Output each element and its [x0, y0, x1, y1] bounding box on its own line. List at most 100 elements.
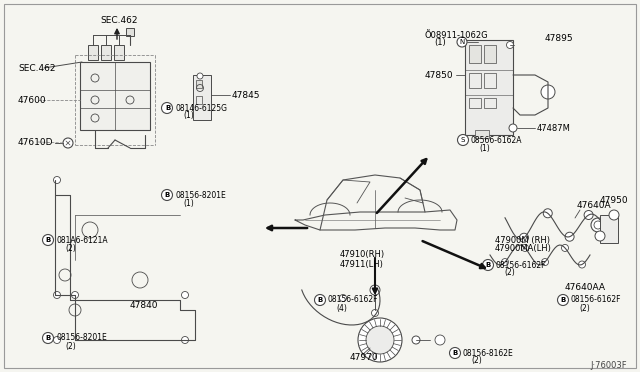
Text: 08156-6162F: 08156-6162F: [496, 260, 547, 269]
Text: B: B: [45, 237, 51, 243]
Text: (2): (2): [579, 304, 589, 312]
Text: 47840: 47840: [130, 301, 159, 310]
Text: 08156-8162E: 08156-8162E: [463, 349, 514, 357]
Circle shape: [54, 292, 61, 298]
Text: 08156-8201E: 08156-8201E: [56, 334, 107, 343]
Bar: [484, 45, 496, 63]
Text: N: N: [460, 39, 465, 45]
Circle shape: [370, 285, 380, 295]
Circle shape: [161, 189, 173, 201]
Text: (2): (2): [65, 341, 76, 350]
Bar: [475, 130, 489, 138]
Text: J·76003F: J·76003F: [590, 360, 627, 369]
Circle shape: [594, 221, 602, 229]
Circle shape: [54, 337, 61, 343]
Text: 47640A: 47640A: [577, 201, 612, 209]
Text: 08156-6162F: 08156-6162F: [328, 295, 378, 305]
Text: 47895: 47895: [545, 33, 573, 42]
Text: SEC.462: SEC.462: [18, 64, 56, 73]
Circle shape: [595, 231, 605, 241]
Circle shape: [584, 211, 593, 219]
Text: B: B: [485, 262, 491, 268]
Text: (4): (4): [336, 304, 347, 312]
Circle shape: [458, 135, 468, 145]
Circle shape: [565, 232, 574, 241]
Circle shape: [541, 85, 555, 99]
Circle shape: [509, 124, 517, 132]
Text: (2): (2): [65, 244, 76, 253]
Circle shape: [314, 295, 326, 305]
Circle shape: [339, 295, 346, 301]
Text: 47950: 47950: [600, 196, 628, 205]
Text: 08566-6162A: 08566-6162A: [471, 135, 522, 144]
Circle shape: [412, 336, 420, 344]
Bar: [469, 73, 481, 88]
Circle shape: [579, 261, 586, 268]
Text: (1): (1): [183, 110, 194, 119]
Bar: [465, 40, 513, 135]
Circle shape: [358, 318, 402, 362]
Circle shape: [502, 259, 509, 266]
Circle shape: [54, 176, 61, 183]
Circle shape: [42, 333, 54, 343]
Circle shape: [371, 310, 378, 317]
Bar: [469, 45, 481, 63]
Circle shape: [366, 326, 394, 354]
Text: B: B: [164, 192, 170, 198]
Circle shape: [72, 292, 79, 298]
Circle shape: [42, 234, 54, 246]
Text: (2): (2): [471, 356, 482, 366]
Text: 47850: 47850: [425, 71, 454, 80]
Text: S: S: [461, 137, 465, 143]
Circle shape: [449, 347, 461, 359]
Text: B: B: [317, 297, 323, 303]
Circle shape: [63, 138, 73, 148]
Bar: [469, 98, 481, 108]
Text: (2): (2): [504, 269, 515, 278]
Text: (1): (1): [183, 199, 194, 208]
Circle shape: [506, 42, 513, 48]
Text: 47487M: 47487M: [537, 124, 571, 132]
Text: B: B: [45, 335, 51, 341]
Bar: [88, 45, 98, 60]
Bar: [80, 62, 150, 130]
Text: 47900M (RH): 47900M (RH): [495, 235, 550, 244]
Circle shape: [161, 103, 173, 113]
Text: B: B: [561, 297, 566, 303]
Text: 47910(RH): 47910(RH): [340, 250, 385, 260]
Circle shape: [557, 295, 568, 305]
Text: 47610D: 47610D: [18, 138, 54, 147]
Text: 47900MA(LH): 47900MA(LH): [495, 244, 552, 253]
Circle shape: [591, 218, 605, 232]
Circle shape: [182, 337, 189, 343]
Text: 08156-6162F: 08156-6162F: [571, 295, 621, 305]
Bar: [114, 45, 124, 60]
Text: B: B: [452, 350, 458, 356]
Circle shape: [541, 259, 548, 266]
Bar: [484, 73, 496, 88]
Text: (1): (1): [434, 38, 445, 46]
Circle shape: [457, 37, 467, 47]
Bar: [101, 45, 111, 60]
Text: 47911(LH): 47911(LH): [340, 260, 384, 269]
Circle shape: [543, 209, 552, 218]
Text: B: B: [165, 105, 171, 111]
Circle shape: [561, 244, 568, 251]
Bar: [600, 215, 618, 243]
Text: 08156-8201E: 08156-8201E: [175, 190, 226, 199]
Bar: [484, 98, 496, 108]
Circle shape: [522, 244, 529, 251]
Text: 47845: 47845: [232, 90, 260, 99]
Bar: [196, 80, 202, 88]
Text: 08146-6125G: 08146-6125G: [175, 103, 227, 112]
Circle shape: [435, 335, 445, 345]
Circle shape: [609, 210, 619, 220]
Circle shape: [520, 233, 529, 242]
Text: 47640AA: 47640AA: [565, 283, 606, 292]
Text: 081A6-6121A: 081A6-6121A: [56, 235, 108, 244]
Circle shape: [182, 292, 189, 298]
Text: Õ08911-1062G: Õ08911-1062G: [425, 31, 488, 39]
Text: SEC.462: SEC.462: [100, 16, 138, 25]
Text: (1): (1): [479, 144, 490, 153]
Bar: [196, 96, 202, 104]
